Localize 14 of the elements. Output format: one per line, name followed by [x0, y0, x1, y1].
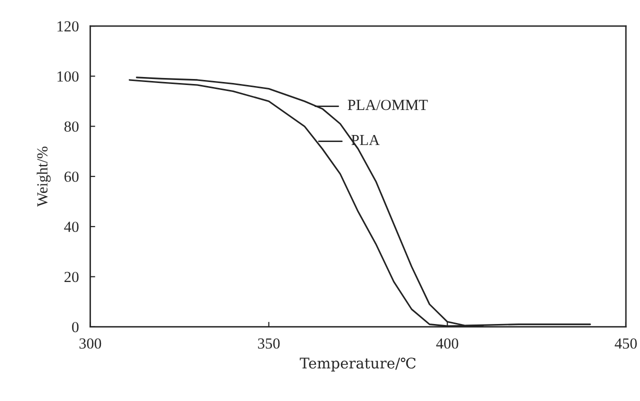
y-tick-label: 120 [58, 21, 79, 32]
x-axis-title: Temperature/℃ [300, 358, 416, 372]
y-tick-label: 80 [64, 121, 79, 132]
x-tick-label: 300 [80, 338, 102, 349]
y-axis-title: Weight/% [36, 146, 51, 207]
x-tick-label: 450 [614, 338, 637, 349]
annotation: PLA/OMMT [348, 100, 428, 110]
y-tick-label: 100 [58, 71, 79, 82]
x-tick-label: 400 [436, 338, 458, 349]
y-tick-label: 20 [64, 272, 79, 282]
y-tick-label: 40 [64, 222, 79, 232]
x-tick-label: 350 [258, 338, 280, 349]
y-tick-label: 60 [64, 172, 79, 182]
y-tick-label: 0 [72, 322, 79, 332]
